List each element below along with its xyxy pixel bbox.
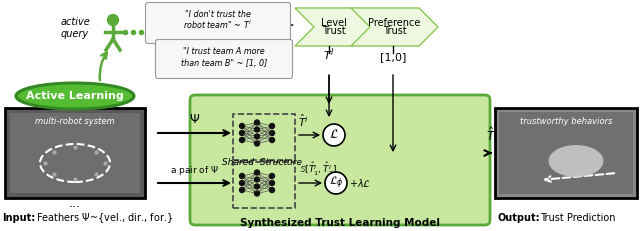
- Text: Preference: Preference: [368, 18, 420, 28]
- Text: Synthesized Trust Learning Model: Synthesized Trust Learning Model: [240, 218, 440, 228]
- Circle shape: [255, 134, 259, 139]
- Circle shape: [255, 120, 259, 125]
- Text: Output:: Output:: [497, 213, 540, 223]
- FancyBboxPatch shape: [5, 108, 145, 198]
- Circle shape: [255, 141, 259, 146]
- Text: active: active: [60, 17, 90, 27]
- Text: a pair of $\Psi$: a pair of $\Psi$: [170, 164, 219, 177]
- FancyBboxPatch shape: [10, 113, 140, 193]
- Text: Trust Prediction: Trust Prediction: [540, 213, 616, 223]
- Text: Feathers $\Psi$~{vel., dir., for.}: Feathers $\Psi$~{vel., dir., for.}: [36, 211, 173, 225]
- FancyBboxPatch shape: [145, 3, 291, 43]
- Text: $T^l$: $T^l$: [323, 47, 335, 63]
- Circle shape: [269, 173, 275, 179]
- Text: $\Psi$: $\Psi$: [189, 113, 200, 126]
- Text: $\mathcal{L}$: $\mathcal{L}$: [329, 128, 339, 142]
- Text: Shared  Structure: Shared Structure: [222, 158, 302, 167]
- Text: Trust: Trust: [383, 26, 406, 36]
- Text: $\hat{T}^l$: $\hat{T}^l$: [298, 113, 308, 129]
- Ellipse shape: [16, 83, 134, 109]
- Circle shape: [255, 191, 259, 196]
- Circle shape: [255, 184, 259, 189]
- Circle shape: [323, 124, 345, 146]
- Polygon shape: [295, 8, 372, 46]
- Text: "I don't trust the: "I don't trust the: [185, 10, 251, 19]
- Text: robot team" ~ $T^l$: robot team" ~ $T^l$: [184, 19, 253, 31]
- Text: "I trust team A more: "I trust team A more: [183, 47, 265, 56]
- Text: than team B" ~ [1, 0]: than team B" ~ [1, 0]: [181, 59, 267, 68]
- Circle shape: [255, 170, 259, 175]
- Circle shape: [239, 131, 244, 136]
- Circle shape: [255, 127, 259, 132]
- Text: Active Learning: Active Learning: [26, 91, 124, 101]
- Text: $\mathcal{L}_{\phi}$: $\mathcal{L}_{\phi}$: [329, 175, 343, 191]
- Text: query: query: [61, 29, 89, 39]
- Text: +$\lambda\mathcal{L}$: +$\lambda\mathcal{L}$: [349, 177, 371, 189]
- Circle shape: [269, 188, 275, 192]
- Ellipse shape: [548, 145, 604, 177]
- Text: [1,0]: [1,0]: [380, 52, 406, 62]
- Circle shape: [239, 124, 244, 128]
- Polygon shape: [351, 8, 438, 46]
- Text: trustworthy behaviors: trustworthy behaviors: [520, 116, 612, 125]
- Circle shape: [239, 180, 244, 185]
- Text: Trust: Trust: [322, 26, 346, 36]
- Text: ...: ...: [69, 197, 81, 210]
- FancyBboxPatch shape: [495, 108, 637, 198]
- FancyBboxPatch shape: [156, 40, 292, 79]
- Circle shape: [239, 188, 244, 192]
- Circle shape: [239, 137, 244, 143]
- Text: $\mathbb{S}[\hat{T}_1^l, \hat{T}_2^l]$: $\mathbb{S}[\hat{T}_1^l, \hat{T}_2^l]$: [299, 160, 337, 177]
- Circle shape: [239, 173, 244, 179]
- Circle shape: [269, 180, 275, 185]
- Circle shape: [269, 137, 275, 143]
- Text: multi-robot system: multi-robot system: [35, 118, 115, 127]
- Text: Level: Level: [321, 18, 346, 28]
- FancyBboxPatch shape: [190, 95, 490, 225]
- Circle shape: [108, 15, 118, 25]
- Circle shape: [269, 131, 275, 136]
- Circle shape: [325, 172, 347, 194]
- Circle shape: [269, 124, 275, 128]
- Circle shape: [255, 177, 259, 182]
- Text: $\hat{T}^l$: $\hat{T}^l$: [486, 126, 497, 144]
- FancyBboxPatch shape: [233, 114, 295, 160]
- FancyBboxPatch shape: [499, 112, 633, 194]
- FancyBboxPatch shape: [233, 162, 295, 208]
- Text: Input:: Input:: [2, 213, 35, 223]
